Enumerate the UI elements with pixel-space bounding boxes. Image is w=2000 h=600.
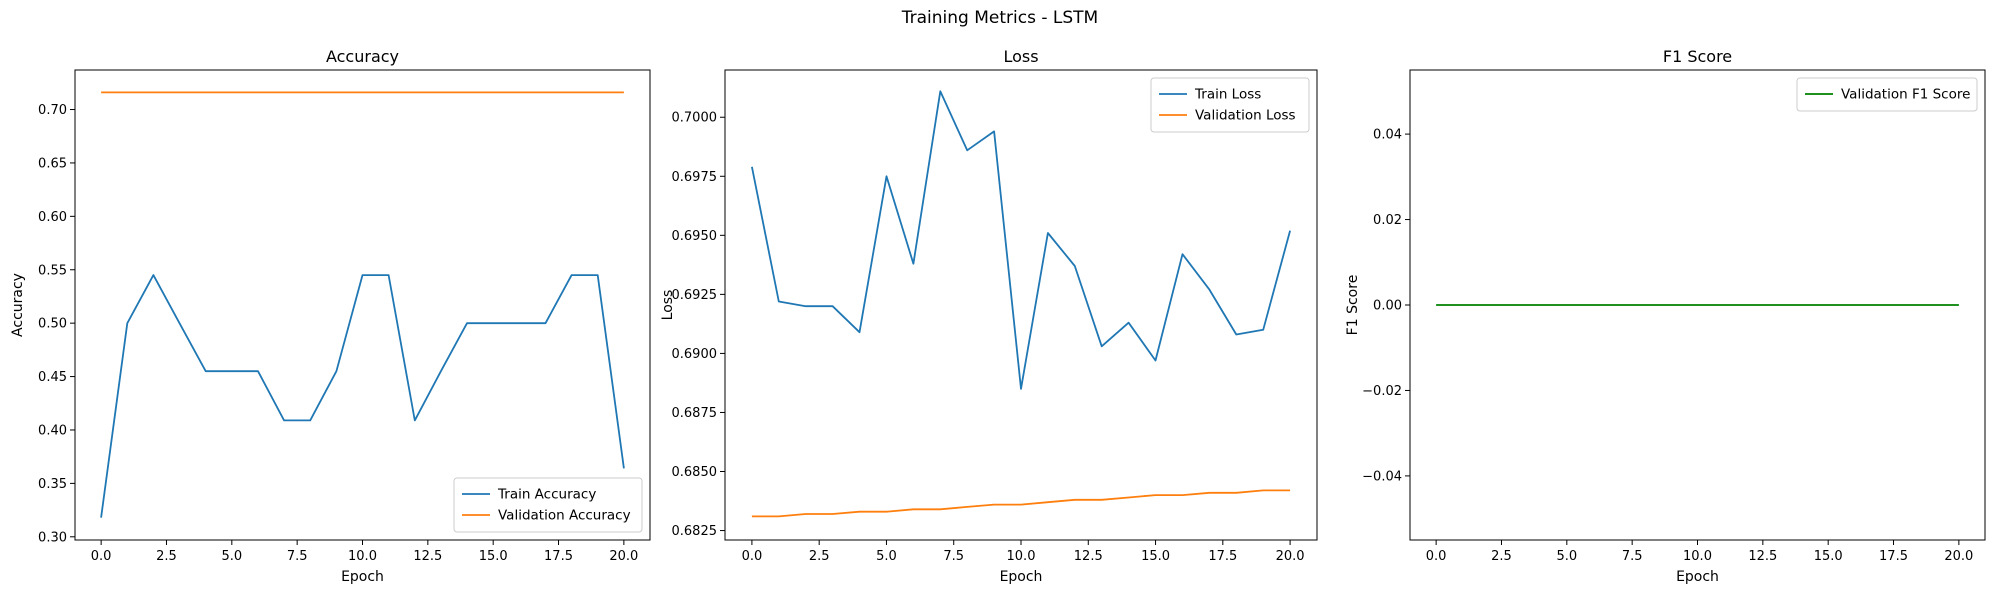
- x-tick-label: 17.5: [544, 549, 573, 564]
- x-tick-label: 20.0: [1944, 549, 1973, 564]
- y-tick-label: 0.40: [38, 423, 67, 438]
- y-tick-label: 0.50: [38, 317, 67, 332]
- y-axis-label: Accuracy: [10, 273, 26, 337]
- y-tick-label: 0.00: [1373, 299, 1402, 314]
- legend: Validation F1 Score: [1796, 77, 1978, 112]
- y-tick-label: 0.65: [38, 156, 67, 171]
- chart-title: Loss: [1003, 47, 1038, 66]
- x-tick-label: 15.0: [479, 549, 508, 564]
- x-tick-label: 5.0: [1556, 549, 1577, 564]
- y-tick-label: 0.30: [38, 530, 67, 545]
- chart-title: Accuracy: [326, 47, 399, 66]
- x-tick-label: 12.5: [1074, 549, 1103, 564]
- axes-frame: [74, 69, 651, 541]
- y-axis-label: F1 Score: [1345, 275, 1361, 336]
- series-line-1: [751, 90, 1291, 390]
- x-tick-label: 10.0: [1007, 549, 1036, 564]
- x-axis-label: Epoch: [1676, 569, 1719, 585]
- x-tick-label: 0.0: [1426, 549, 1447, 564]
- legend: Train Accuracy Validation Accuracy: [453, 477, 643, 533]
- y-tick-label: −0.02: [1362, 384, 1402, 399]
- chart-title: F1 Score: [1663, 47, 1732, 66]
- y-tick-label: 0.04: [1373, 128, 1402, 143]
- x-axis-label: Epoch: [341, 569, 384, 585]
- x-tick-label: 15.0: [1814, 549, 1843, 564]
- axes-frame: [724, 69, 1318, 541]
- legend-box: [453, 477, 643, 533]
- x-tick-label: 12.5: [1748, 549, 1777, 564]
- x-tick-label: 5.0: [221, 549, 242, 564]
- y-tick-label: 0.6975: [672, 170, 718, 185]
- y-tick-label: 0.6850: [672, 465, 718, 480]
- legend-label-1: Train Accuracy: [497, 487, 596, 503]
- x-tick-label: 12.5: [413, 549, 442, 564]
- x-tick-label: 17.5: [1208, 549, 1237, 564]
- y-tick-label: −0.04: [1362, 469, 1402, 484]
- legend-box: [1150, 77, 1310, 133]
- y-axis-label: Loss: [660, 290, 676, 321]
- x-tick-label: 2.5: [809, 549, 830, 564]
- y-tick-label: 0.6950: [672, 229, 718, 244]
- y-tick-label: 0.35: [38, 477, 67, 492]
- x-tick-label: 7.5: [1622, 549, 1643, 564]
- x-tick-label: 10.0: [348, 549, 377, 564]
- y-tick-label: 0.45: [38, 370, 67, 385]
- legend-label-1: Validation F1 Score: [1841, 87, 1970, 103]
- y-tick-label: 0.70: [38, 103, 67, 118]
- x-tick-label: 7.5: [287, 549, 308, 564]
- y-tick-label: 0.02: [1373, 213, 1402, 228]
- legend-label-2: Validation Loss: [1195, 108, 1296, 124]
- y-tick-label: 0.55: [38, 263, 67, 278]
- x-tick-label: 20.0: [609, 549, 638, 564]
- x-tick-label: 0.0: [742, 549, 763, 564]
- y-tick-label: 0.6925: [672, 288, 718, 303]
- x-tick-label: 10.0: [1683, 549, 1712, 564]
- legend-box: [1796, 77, 1978, 112]
- y-tick-label: 0.60: [38, 210, 67, 225]
- y-tick-label: 0.6900: [672, 347, 718, 362]
- x-tick-label: 15.0: [1141, 549, 1170, 564]
- legend-label-2: Validation Accuracy: [498, 508, 631, 524]
- x-tick-label: 2.5: [1491, 549, 1512, 564]
- x-tick-label: 17.5: [1879, 549, 1908, 564]
- x-axis-label: Epoch: [1000, 569, 1043, 585]
- legend-label-1: Train Loss: [1194, 87, 1261, 103]
- chart-panel-2: 0.0 2.5 5.0 7.5 10.0 12.5 15.0 17.5 20.0 0.6825 0.…: [660, 47, 1318, 585]
- y-tick-label: 0.7000: [672, 111, 718, 126]
- legend: Train Loss Validation Loss: [1150, 77, 1310, 133]
- x-tick-label: 2.5: [156, 549, 177, 564]
- figure-title: Training Metrics - LSTM: [901, 8, 1099, 28]
- x-tick-label: 0.0: [91, 549, 112, 564]
- series-line-2: [751, 489, 1291, 518]
- chart-panel-1: 0.0 2.5 5.0 7.5 10.0 12.5 15.0 17.5 20.0 0.30 0.35…: [10, 47, 651, 585]
- y-tick-label: 0.6825: [672, 524, 718, 539]
- x-tick-label: 7.5: [943, 549, 964, 564]
- chart-panel-3: 0.0 2.5 5.0 7.5 10.0 12.5 15.0 17.5 20.0 −0.04 −0.…: [1345, 47, 1986, 585]
- series-line-1: [100, 274, 625, 518]
- y-tick-label: 0.6875: [672, 406, 718, 421]
- x-tick-label: 5.0: [876, 549, 897, 564]
- x-tick-label: 20.0: [1276, 549, 1305, 564]
